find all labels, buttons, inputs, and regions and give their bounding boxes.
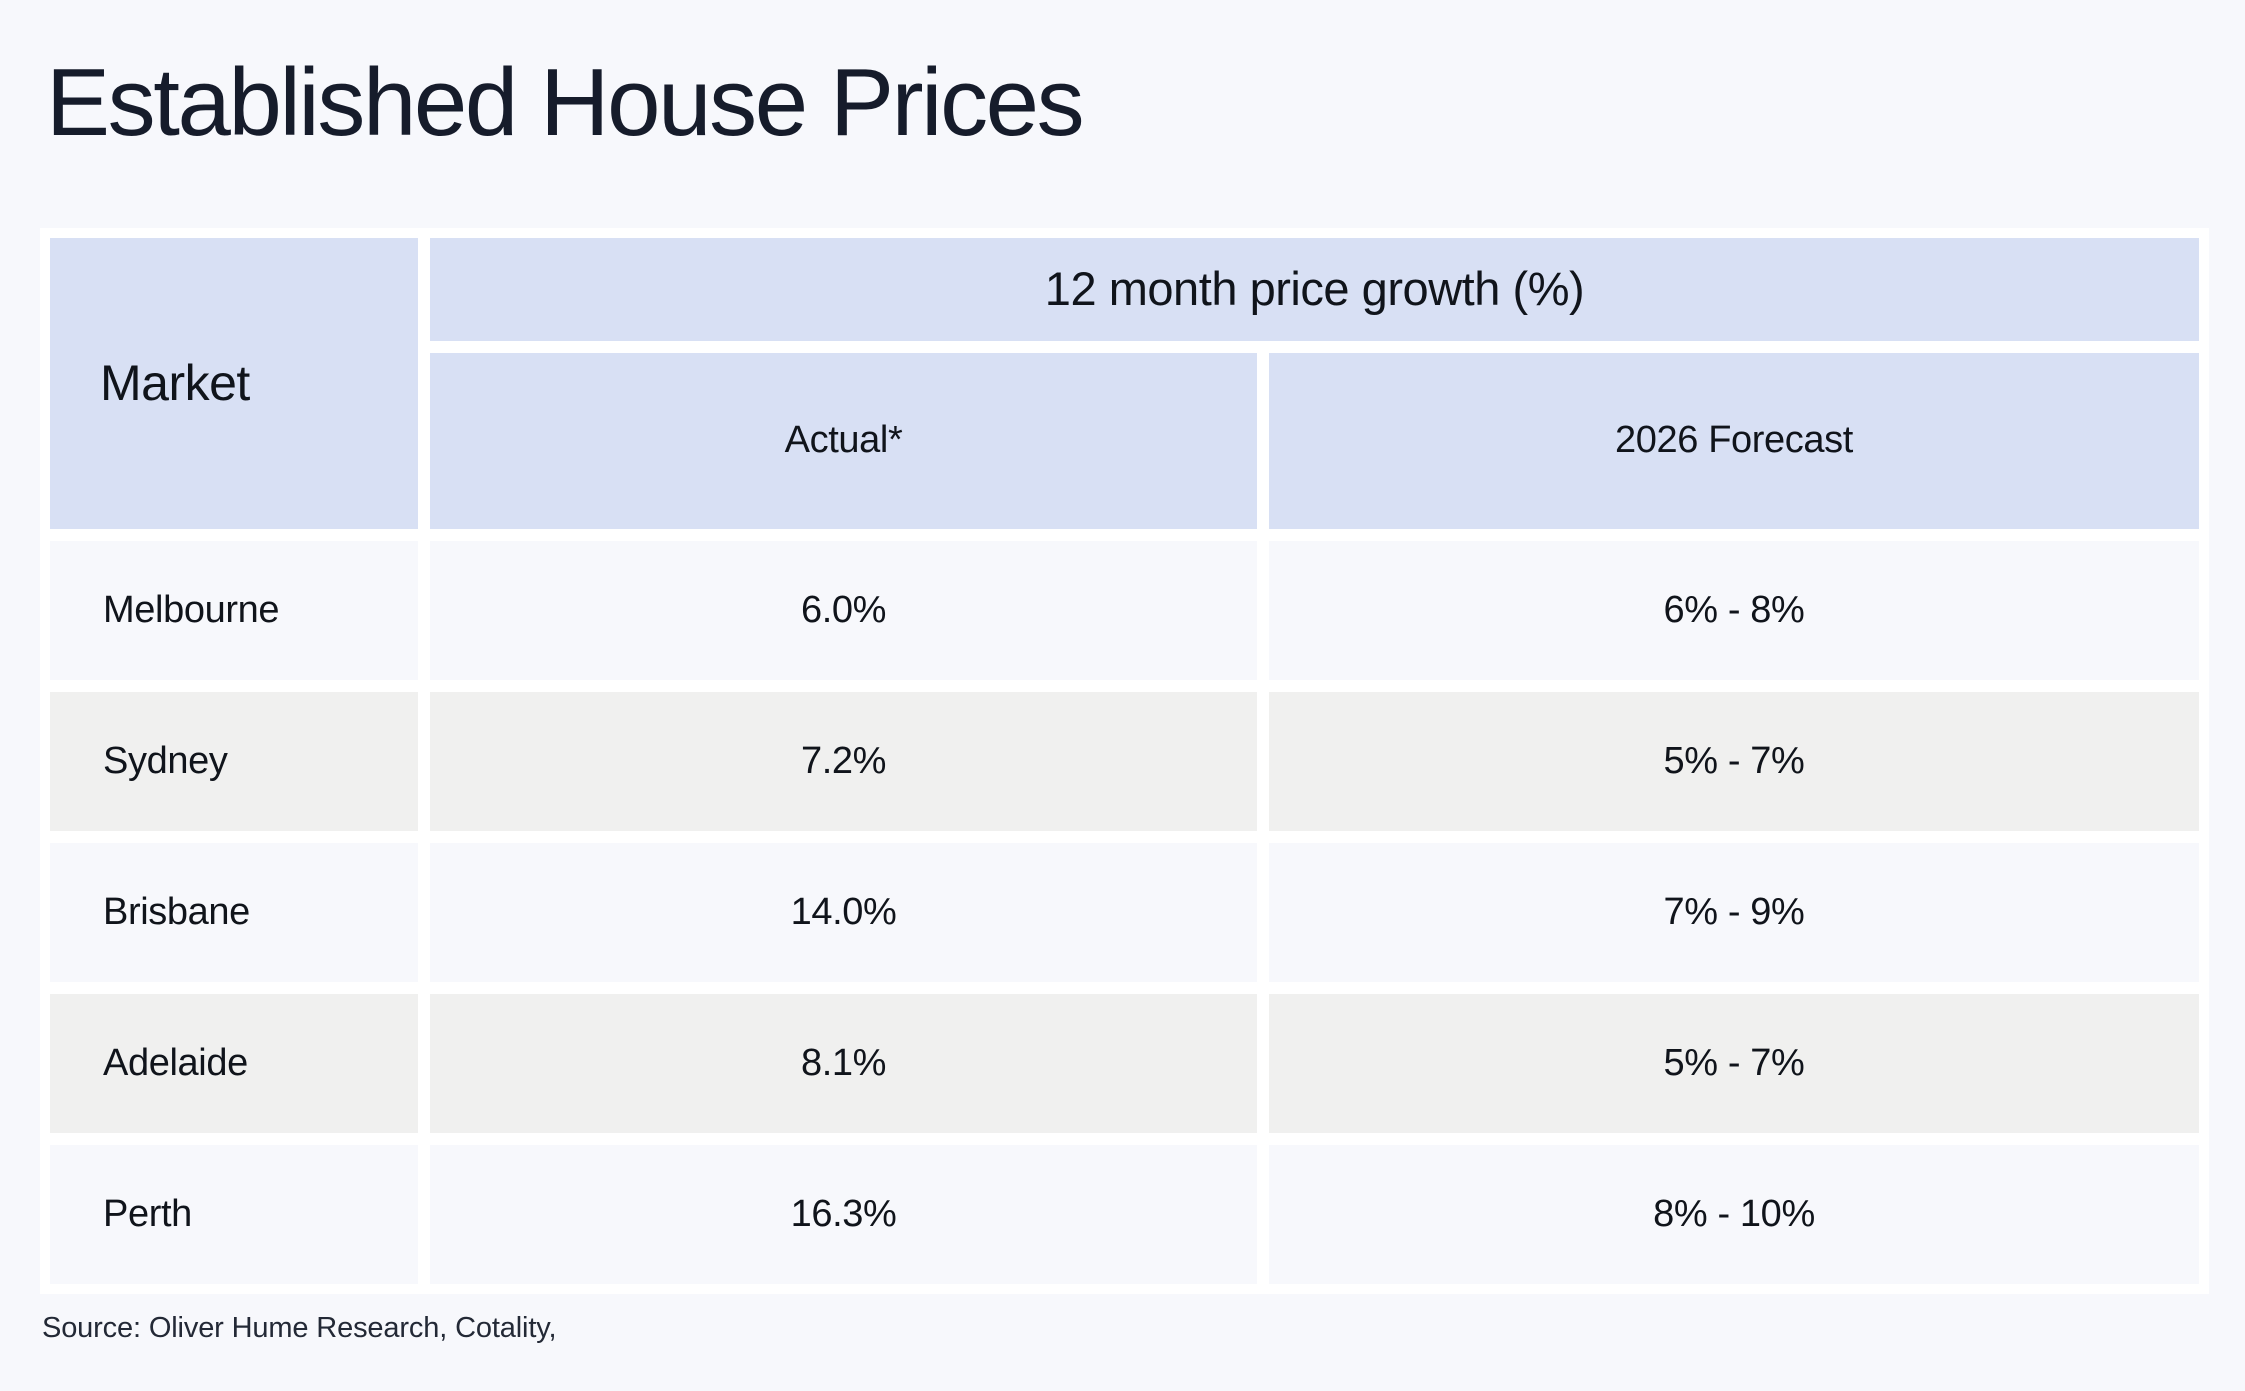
row-sydney-actual: 7.2% bbox=[430, 692, 1257, 831]
column-header-2026-forecast: 2026 Forecast bbox=[1269, 353, 2199, 529]
row-brisbane-market: Brisbane bbox=[50, 843, 418, 982]
row-sydney-forecast: 5% - 7% bbox=[1269, 692, 2199, 831]
column-header-actual: Actual* bbox=[430, 353, 1257, 529]
column-header-market: Market bbox=[50, 238, 418, 529]
row-adelaide-actual: 8.1% bbox=[430, 994, 1257, 1133]
source-note: Source: Oliver Hume Research, Cotality, bbox=[42, 1312, 557, 1344]
row-melbourne-market: Melbourne bbox=[50, 541, 418, 680]
row-sydney-market: Sydney bbox=[50, 692, 418, 831]
row-perth-market: Perth bbox=[50, 1145, 418, 1284]
house-prices-table: Market 12 month price growth (%) Actual*… bbox=[40, 228, 2209, 1294]
row-brisbane-forecast: 7% - 9% bbox=[1269, 843, 2199, 982]
row-perth-actual: 16.3% bbox=[430, 1145, 1257, 1284]
row-melbourne-forecast: 6% - 8% bbox=[1269, 541, 2199, 680]
page-title: Established House Prices bbox=[46, 49, 1085, 156]
row-perth-forecast: 8% - 10% bbox=[1269, 1145, 2199, 1284]
row-adelaide-forecast: 5% - 7% bbox=[1269, 994, 2199, 1133]
row-brisbane-actual: 14.0% bbox=[430, 843, 1257, 982]
row-adelaide-market: Adelaide bbox=[50, 994, 418, 1133]
group-header-12-month-price-growth: 12 month price growth (%) bbox=[430, 238, 2199, 341]
row-melbourne-actual: 6.0% bbox=[430, 541, 1257, 680]
